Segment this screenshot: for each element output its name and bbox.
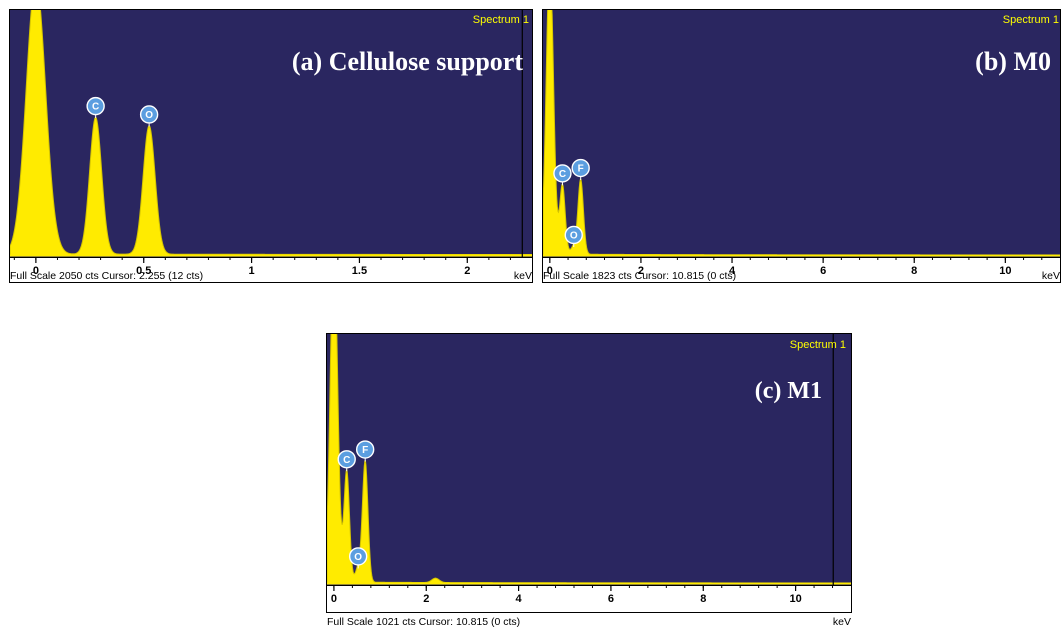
panel-frame (9, 9, 533, 283)
x-tick-label: 1 (249, 265, 255, 277)
spectrum-panel-c: C O F Spectrum 1 (c) M1 0 2 4 6 8 10 Full Scale 10… (326, 333, 852, 629)
element-marker-O (348, 547, 368, 566)
x-tick-label: 6 (820, 265, 826, 277)
x-tick-label: 10 (999, 265, 1011, 277)
x-tick-label: 8 (911, 265, 917, 277)
spectrum-fill (9, 9, 533, 256)
status-text-b: Full Scale 1823 cts Cursor: 10.815 (0 ct… (543, 270, 737, 282)
spectrum-chart-b: C O F Spectrum 1 (b) M0 0 2 4 6 8 10 (542, 9, 1061, 283)
spectrum-label: Spectrum 1 (473, 14, 529, 26)
panel-title: (c) M1 (755, 378, 822, 404)
element-marker-label: C (559, 169, 566, 180)
element-marker-O (139, 105, 159, 124)
status-text-c: Full Scale 1021 cts Cursor: 10.815 (0 ct… (327, 616, 521, 628)
status-text-a: Full Scale 2050 cts Cursor: 2.255 (12 ct… (10, 270, 204, 282)
plot-area (542, 9, 1061, 257)
x-tick-label: 2 (464, 265, 470, 277)
x-tick-label: 2 (423, 593, 429, 605)
spectrum-panel-a: C O Spectrum 1 (a) Cellulose support 0 0.5 1 1.… (9, 9, 533, 283)
x-tick-label: 4 (516, 593, 523, 605)
axis-strip (326, 585, 852, 613)
element-marker-label: C (343, 455, 350, 466)
x-tick-label: 6 (608, 593, 614, 605)
element-marker-F (355, 440, 375, 459)
status-bar-b: Full Scale 1823 cts Cursor: 10.815 (0 ct… (542, 270, 1061, 283)
x-tick-label: 0 (331, 593, 337, 605)
plot-area (326, 333, 852, 585)
x-tick-label: 0 (33, 265, 39, 277)
axis-strip (542, 257, 1061, 283)
spectrum-label: Spectrum 1 (1003, 14, 1059, 26)
element-marker-C (553, 164, 572, 183)
x-tick-label: 10 (789, 593, 801, 605)
element-marker-label: O (570, 230, 578, 241)
panel-title: (a) Cellulose support (292, 47, 523, 76)
unit-label-a: keV (513, 270, 532, 282)
spectrum-label: Spectrum 1 (790, 339, 846, 351)
element-marker-C (86, 96, 105, 116)
element-marker-F (571, 158, 590, 178)
panel-frame (326, 333, 852, 613)
element-marker-C (337, 450, 356, 469)
x-tick-label: 4 (729, 265, 736, 277)
element-marker-O (564, 225, 583, 245)
x-tick-label: 0.5 (136, 265, 151, 277)
unit-label-b: keV (1041, 270, 1060, 282)
axis-strip (9, 257, 533, 283)
panel-title: (b) M0 (975, 47, 1051, 76)
element-marker-label: F (362, 445, 368, 456)
element-marker-label: C (92, 102, 99, 113)
element-marker-label: O (354, 552, 362, 563)
element-marker-label: O (145, 110, 153, 121)
status-bar-a: Full Scale 2050 cts Cursor: 2.255 (12 ct… (9, 270, 533, 283)
spectrum-chart-c: C O F Spectrum 1 (c) M1 0 2 4 6 8 10 (326, 333, 852, 613)
spectrum-chart-a: C O Spectrum 1 (a) Cellulose support 0 0.5 1 1.… (9, 9, 533, 283)
spectrum-panel-b: C O F Spectrum 1 (b) M0 0 2 4 6 8 10 Full Scale 18… (542, 9, 1061, 283)
status-bar-c: Full Scale 1021 cts Cursor: 10.815 (0 ct… (326, 616, 852, 629)
x-tick-label: 1.5 (352, 265, 367, 277)
x-tick-label: 8 (700, 593, 706, 605)
element-marker-label: F (578, 164, 584, 175)
x-tick-label: 2 (638, 265, 644, 277)
x-tick-label: 0 (547, 265, 553, 277)
unit-label-c: keV (832, 616, 851, 628)
